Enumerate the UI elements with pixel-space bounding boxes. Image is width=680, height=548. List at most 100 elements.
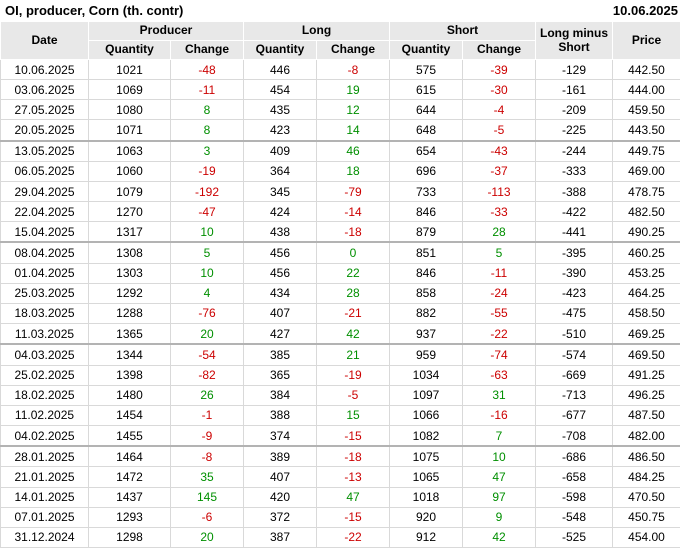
price-cell: 469.50 bbox=[612, 344, 680, 366]
long-quantity-cell: 407 bbox=[243, 303, 317, 325]
long-minus-short-cell: -395 bbox=[535, 242, 614, 264]
producer-change-cell: -6 bbox=[170, 507, 244, 528]
producer-change-cell: -76 bbox=[170, 303, 244, 325]
table-row: 25.02.2025 1398 -82 365 -19 1034 -63 -66… bbox=[0, 365, 680, 386]
price-cell: 443.50 bbox=[612, 119, 680, 142]
producer-quantity-cell: 1398 bbox=[88, 365, 171, 386]
long-minus-short-cell: -390 bbox=[535, 263, 614, 284]
price-cell: 482.00 bbox=[612, 425, 680, 448]
table-row: 06.05.2025 1060 -19 364 18 696 -37 -333 … bbox=[0, 161, 680, 182]
long-quantity-cell: 389 bbox=[243, 446, 317, 468]
date-cell: 31.12.2024 bbox=[0, 527, 89, 548]
short-change-cell: -4 bbox=[462, 99, 537, 121]
date-cell: 25.02.2025 bbox=[0, 365, 89, 386]
table-row: 04.03.2025 1344 -54 385 21 959 -74 -574 … bbox=[0, 344, 680, 366]
producer-quantity-cell: 1437 bbox=[88, 487, 171, 508]
long-change-cell: 14 bbox=[315, 119, 391, 142]
long-quantity-cell: 434 bbox=[243, 283, 317, 304]
producer-quantity-cell: 1063 bbox=[88, 140, 171, 162]
table-row: 04.02.2025 1455 -9 374 -15 1082 7 -708 4… bbox=[0, 425, 680, 448]
short-change-cell: 5 bbox=[462, 242, 537, 264]
short-quantity-cell: 1018 bbox=[389, 487, 464, 508]
producer-quantity-cell: 1365 bbox=[88, 323, 171, 346]
header-producer-change: Change bbox=[170, 40, 244, 60]
short-quantity-cell: 882 bbox=[389, 303, 464, 325]
short-change-cell: -55 bbox=[462, 303, 537, 325]
producer-quantity-cell: 1060 bbox=[88, 161, 171, 182]
date-cell: 04.02.2025 bbox=[0, 425, 89, 448]
long-change-cell: -15 bbox=[315, 507, 391, 528]
price-cell: 459.50 bbox=[612, 99, 680, 121]
producer-quantity-cell: 1293 bbox=[88, 507, 171, 528]
short-change-cell: 10 bbox=[462, 446, 537, 468]
long-minus-short-cell: -475 bbox=[535, 303, 614, 325]
producer-quantity-cell: 1308 bbox=[88, 242, 171, 264]
short-quantity-cell: 1082 bbox=[389, 425, 464, 448]
producer-quantity-cell: 1298 bbox=[88, 527, 171, 548]
short-change-cell: -33 bbox=[462, 201, 537, 223]
producer-change-cell: -11 bbox=[170, 79, 244, 101]
long-quantity-cell: 438 bbox=[243, 221, 317, 244]
short-quantity-cell: 879 bbox=[389, 221, 464, 244]
header-date: Date bbox=[0, 21, 89, 60]
producer-change-cell: 20 bbox=[170, 527, 244, 548]
price-cell: 460.25 bbox=[612, 242, 680, 264]
producer-change-cell: -192 bbox=[170, 181, 244, 203]
long-change-cell: 47 bbox=[315, 487, 391, 508]
table-row: 01.04.2025 1303 10 456 22 846 -11 -390 4… bbox=[0, 263, 680, 284]
short-quantity-cell: 1066 bbox=[389, 405, 464, 426]
short-change-cell: 97 bbox=[462, 487, 537, 508]
page-title: OI, producer, Corn (th. contr) bbox=[5, 3, 184, 18]
long-minus-short-cell: -244 bbox=[535, 140, 614, 162]
long-change-cell: -8 bbox=[315, 59, 391, 81]
short-quantity-cell: 1097 bbox=[389, 385, 464, 406]
price-cell: 487.50 bbox=[612, 405, 680, 426]
price-cell: 469.00 bbox=[612, 161, 680, 182]
table-row: 11.03.2025 1365 20 427 42 937 -22 -510 4… bbox=[0, 323, 680, 346]
long-minus-short-cell: -708 bbox=[535, 425, 614, 448]
producer-quantity-cell: 1480 bbox=[88, 385, 171, 406]
header-long-quantity: Quantity bbox=[243, 40, 317, 60]
long-quantity-cell: 387 bbox=[243, 527, 317, 548]
long-quantity-cell: 456 bbox=[243, 242, 317, 264]
long-minus-short-cell: -333 bbox=[535, 161, 614, 182]
long-change-cell: 19 bbox=[315, 79, 391, 101]
long-quantity-cell: 364 bbox=[243, 161, 317, 182]
long-minus-short-cell: -225 bbox=[535, 119, 614, 142]
short-change-cell: -24 bbox=[462, 283, 537, 304]
long-minus-short-cell: -548 bbox=[535, 507, 614, 528]
long-minus-short-cell: -598 bbox=[535, 487, 614, 508]
long-quantity-cell: 409 bbox=[243, 140, 317, 162]
short-quantity-cell: 920 bbox=[389, 507, 464, 528]
date-cell: 10.06.2025 bbox=[0, 59, 89, 81]
header-short-quantity: Quantity bbox=[389, 40, 464, 60]
table-row: 08.04.2025 1308 5 456 0 851 5 -395 460.2… bbox=[0, 242, 680, 264]
long-minus-short-cell: -441 bbox=[535, 221, 614, 244]
price-cell: 453.25 bbox=[612, 263, 680, 284]
table-header: Date Producer Long Short Long minus Shor… bbox=[0, 21, 680, 60]
table-row: 11.02.2025 1454 -1 388 15 1066 -16 -677 … bbox=[0, 405, 680, 426]
short-quantity-cell: 912 bbox=[389, 527, 464, 548]
long-quantity-cell: 446 bbox=[243, 59, 317, 81]
short-quantity-cell: 1034 bbox=[389, 365, 464, 386]
short-quantity-cell: 654 bbox=[389, 140, 464, 162]
producer-quantity-cell: 1079 bbox=[88, 181, 171, 203]
table-row: 29.04.2025 1079 -192 345 -79 733 -113 -3… bbox=[0, 181, 680, 203]
table-row: 27.05.2025 1080 8 435 12 644 -4 -209 459… bbox=[0, 99, 680, 121]
price-cell: 491.25 bbox=[612, 365, 680, 386]
long-quantity-cell: 372 bbox=[243, 507, 317, 528]
long-change-cell: 15 bbox=[315, 405, 391, 426]
date-cell: 21.01.2025 bbox=[0, 466, 89, 488]
long-change-cell: 28 bbox=[315, 283, 391, 304]
open-interest-table: Date Producer Long Short Long minus Shor… bbox=[0, 21, 680, 548]
header-short-group: Short bbox=[389, 21, 537, 41]
price-cell: 458.50 bbox=[612, 303, 680, 325]
date-cell: 06.05.2025 bbox=[0, 161, 89, 182]
long-quantity-cell: 423 bbox=[243, 119, 317, 142]
header-long-group: Long bbox=[242, 21, 391, 41]
short-quantity-cell: 851 bbox=[389, 242, 464, 264]
table-row: 21.01.2025 1472 35 407 -13 1065 47 -658 … bbox=[0, 466, 680, 488]
long-change-cell: -13 bbox=[315, 466, 391, 488]
date-cell: 27.05.2025 bbox=[0, 99, 89, 121]
